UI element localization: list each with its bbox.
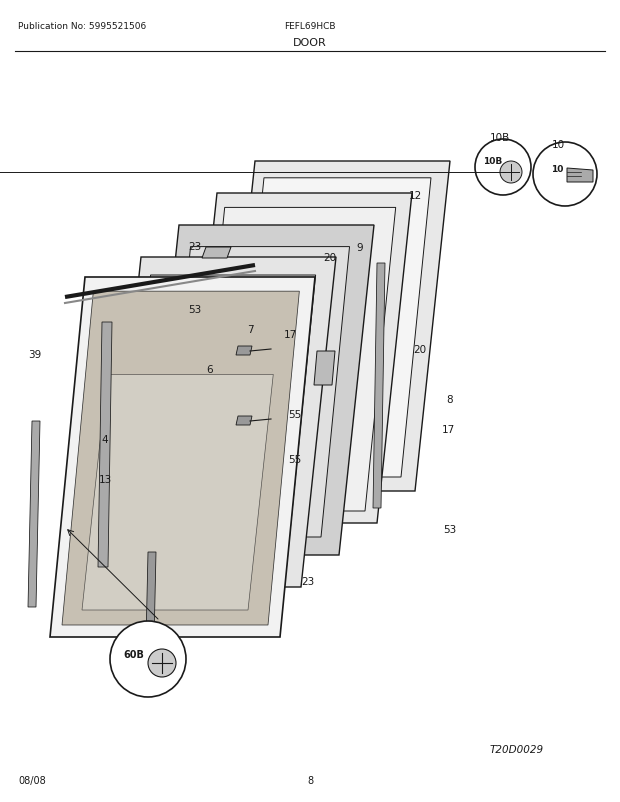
Polygon shape (98, 322, 112, 567)
Polygon shape (220, 162, 450, 492)
Polygon shape (144, 225, 374, 555)
Text: 23: 23 (301, 577, 314, 586)
Text: 55: 55 (288, 410, 301, 419)
Text: 10B: 10B (484, 157, 503, 166)
Text: Publication No: 5995521506: Publication No: 5995521506 (18, 22, 146, 31)
Circle shape (110, 622, 186, 697)
Text: DOOR: DOOR (293, 38, 327, 48)
Circle shape (148, 649, 176, 677)
Polygon shape (234, 179, 431, 477)
Polygon shape (202, 248, 231, 259)
Polygon shape (373, 264, 385, 508)
Text: 53: 53 (188, 305, 202, 314)
Text: 10: 10 (551, 165, 563, 174)
Circle shape (533, 143, 597, 207)
Polygon shape (82, 375, 273, 610)
Text: 9: 9 (356, 243, 363, 253)
Text: 8: 8 (307, 775, 313, 785)
Text: 4: 4 (102, 435, 108, 444)
Text: 20: 20 (414, 345, 427, 354)
Polygon shape (567, 168, 593, 183)
Text: 55: 55 (288, 455, 301, 464)
Text: 23: 23 (188, 241, 202, 252)
Circle shape (500, 162, 522, 184)
Polygon shape (50, 277, 315, 638)
Polygon shape (236, 416, 252, 426)
Text: 17: 17 (441, 424, 454, 435)
Text: 10: 10 (551, 140, 565, 150)
Text: 12: 12 (409, 191, 422, 200)
Polygon shape (28, 422, 40, 607)
Text: 6: 6 (206, 365, 213, 375)
Text: T20D0029: T20D0029 (490, 744, 544, 754)
Text: FEFL69HCB: FEFL69HCB (284, 22, 336, 31)
Polygon shape (314, 351, 335, 386)
Text: 53: 53 (443, 525, 456, 534)
Polygon shape (106, 257, 336, 587)
Polygon shape (121, 276, 316, 573)
Polygon shape (162, 247, 350, 537)
Circle shape (475, 140, 531, 196)
Polygon shape (194, 209, 396, 512)
Text: 60B: 60B (123, 649, 144, 659)
Text: 10B: 10B (490, 133, 510, 143)
Text: 13: 13 (99, 475, 112, 484)
Polygon shape (62, 292, 299, 626)
Text: 39: 39 (29, 350, 42, 359)
Polygon shape (182, 194, 412, 524)
Text: 17: 17 (283, 330, 296, 339)
Text: 08/08: 08/08 (18, 775, 46, 785)
Text: 8: 8 (446, 395, 453, 404)
Text: 20: 20 (324, 253, 337, 263)
Text: 7: 7 (247, 325, 254, 334)
Polygon shape (145, 553, 156, 687)
Polygon shape (236, 346, 252, 355)
